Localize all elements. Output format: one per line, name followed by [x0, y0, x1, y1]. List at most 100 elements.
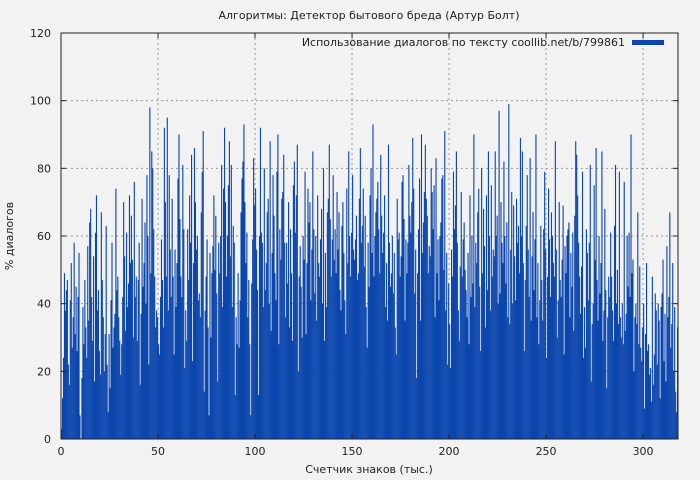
bar	[195, 249, 197, 439]
bar	[581, 171, 584, 439]
bar	[541, 279, 543, 439]
bar	[588, 242, 590, 439]
bar	[344, 300, 346, 439]
bar	[152, 168, 154, 439]
bar	[341, 225, 343, 439]
bar	[301, 337, 303, 439]
bar	[129, 263, 131, 439]
bar	[559, 279, 561, 439]
bar	[243, 124, 245, 439]
bar	[158, 354, 161, 439]
bar	[241, 178, 243, 440]
bar	[539, 300, 541, 439]
bar	[548, 188, 550, 439]
bar	[596, 279, 598, 439]
bar	[469, 195, 471, 439]
bar	[325, 307, 327, 439]
bar	[564, 246, 566, 439]
bar	[551, 236, 553, 439]
bar	[391, 236, 393, 439]
bar	[286, 242, 288, 439]
bar	[611, 276, 613, 439]
x-tick-label: 100	[245, 445, 266, 458]
bar	[550, 212, 553, 439]
bar	[655, 310, 657, 439]
bar	[170, 296, 172, 439]
bar	[673, 371, 675, 439]
bar	[185, 310, 187, 439]
bar	[594, 259, 596, 439]
bar	[198, 293, 200, 439]
bar	[642, 327, 644, 439]
bar	[406, 273, 408, 439]
bar	[544, 171, 546, 439]
bar	[536, 317, 538, 439]
bar	[289, 229, 292, 439]
bar	[171, 198, 173, 439]
bar	[217, 381, 219, 439]
bar	[573, 330, 575, 439]
bar	[79, 415, 81, 439]
bar	[143, 263, 145, 439]
bar	[416, 378, 418, 439]
bar	[504, 236, 506, 439]
bar	[355, 215, 358, 439]
bar	[167, 310, 169, 439]
bar	[483, 208, 485, 439]
bar	[172, 276, 174, 439]
bar	[109, 388, 111, 439]
bar	[251, 283, 253, 439]
bar	[586, 252, 588, 439]
bar	[597, 320, 599, 439]
bar	[299, 246, 301, 439]
bar	[492, 249, 494, 439]
bar	[467, 252, 469, 439]
bar	[348, 151, 350, 440]
bar	[623, 181, 625, 439]
bar	[372, 124, 374, 439]
bar	[647, 344, 650, 439]
bar	[329, 219, 331, 439]
bar	[657, 303, 659, 439]
bar	[267, 198, 269, 439]
bar	[409, 215, 411, 439]
bar	[534, 239, 536, 439]
bar	[118, 317, 120, 439]
bar	[322, 168, 325, 439]
bar	[612, 310, 614, 439]
bar	[474, 307, 476, 439]
bar	[502, 263, 504, 439]
bar	[370, 168, 372, 439]
bar	[327, 198, 329, 439]
bar	[425, 198, 427, 439]
bar	[321, 303, 324, 439]
bar	[525, 225, 527, 439]
bar	[236, 344, 238, 439]
bar	[580, 266, 583, 439]
bar	[99, 374, 101, 439]
bar	[315, 236, 317, 439]
bar	[480, 351, 482, 439]
bar	[61, 428, 63, 439]
bar	[388, 242, 391, 439]
bar	[61, 398, 64, 439]
bar	[385, 263, 388, 439]
bar	[246, 232, 248, 439]
bar	[366, 347, 368, 439]
bar	[477, 212, 479, 439]
bar	[489, 310, 491, 439]
bar	[268, 303, 270, 439]
bar	[311, 249, 313, 439]
bar	[261, 242, 263, 439]
bar	[574, 215, 576, 439]
bar	[563, 354, 565, 439]
legend-swatch	[632, 40, 664, 45]
bar	[410, 232, 412, 439]
bar	[227, 185, 229, 439]
bar	[70, 263, 72, 439]
bar	[334, 229, 336, 439]
bar	[447, 364, 449, 439]
bar	[619, 317, 621, 439]
bar	[418, 178, 421, 440]
bar	[486, 290, 489, 439]
